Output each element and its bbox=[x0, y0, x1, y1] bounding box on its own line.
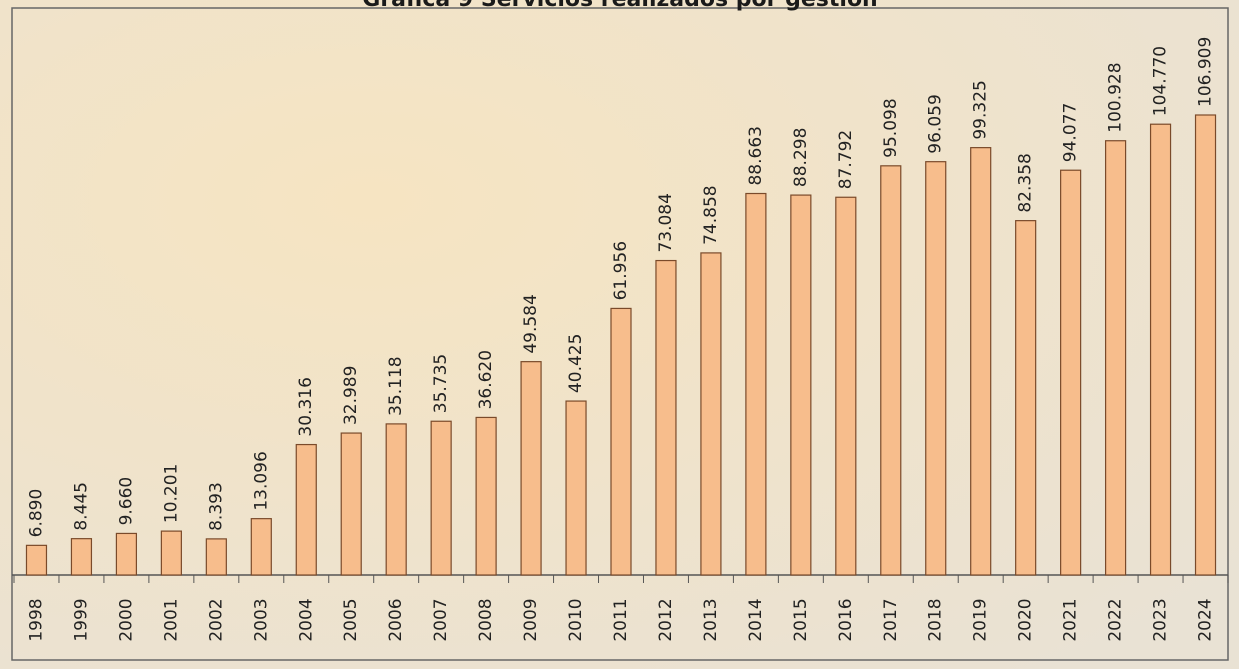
data-label: 87.792 bbox=[836, 130, 856, 189]
x-tick-label: 1998 bbox=[26, 598, 46, 641]
data-label: 35.118 bbox=[386, 356, 406, 415]
data-label: 36.620 bbox=[476, 350, 496, 409]
bar bbox=[385, 423, 407, 576]
x-tick-label: 2012 bbox=[656, 598, 676, 641]
x-tick-label: 2023 bbox=[1151, 598, 1171, 641]
bar bbox=[115, 532, 138, 576]
x-tick-label: 2010 bbox=[566, 598, 586, 641]
bar bbox=[790, 194, 812, 576]
frame bbox=[11, 7, 1229, 661]
bar bbox=[880, 165, 902, 576]
data-label: 8.393 bbox=[206, 482, 226, 531]
bar bbox=[970, 147, 992, 576]
x-tick-label: 2017 bbox=[881, 598, 901, 641]
data-label: 88.663 bbox=[746, 126, 766, 185]
data-label: 88.298 bbox=[791, 128, 811, 187]
data-label: 32.989 bbox=[341, 366, 361, 425]
data-label: 40.425 bbox=[566, 334, 586, 393]
x-tick-label: 2020 bbox=[1016, 598, 1036, 641]
x-tick-label: 2018 bbox=[926, 598, 946, 641]
bar bbox=[745, 192, 767, 576]
bar bbox=[430, 420, 452, 576]
bar bbox=[565, 400, 587, 576]
x-tick-label: 2005 bbox=[341, 598, 361, 641]
bar bbox=[340, 432, 362, 576]
bar bbox=[610, 307, 632, 576]
bar bbox=[25, 544, 48, 576]
x-tick-label: 1999 bbox=[71, 598, 91, 641]
x-tick-label: 2014 bbox=[746, 598, 766, 641]
bar bbox=[70, 538, 93, 576]
chart-title: Gráfica 9 Servicios realizados por gesti… bbox=[362, 0, 877, 12]
x-tick-label: 2008 bbox=[476, 598, 496, 641]
data-label: 61.956 bbox=[611, 241, 631, 300]
bar bbox=[520, 361, 542, 576]
data-label: 30.316 bbox=[296, 377, 316, 436]
bar bbox=[1149, 123, 1172, 576]
data-label: 82.358 bbox=[1016, 153, 1036, 212]
bar bbox=[700, 252, 722, 576]
bar bbox=[835, 196, 857, 576]
data-label: 8.445 bbox=[71, 482, 91, 531]
bar bbox=[925, 161, 947, 576]
bar bbox=[1194, 114, 1217, 576]
x-tick-label: 2019 bbox=[971, 598, 991, 641]
x-tick-label: 2015 bbox=[791, 598, 811, 641]
data-label: 6.890 bbox=[26, 489, 46, 538]
bar bbox=[205, 538, 227, 576]
x-tick-label: 2002 bbox=[206, 598, 226, 641]
x-tick-label: 2001 bbox=[161, 598, 181, 641]
data-label: 13.096 bbox=[251, 451, 271, 510]
data-label: 99.325 bbox=[971, 80, 991, 139]
x-tick-label: 2022 bbox=[1106, 598, 1126, 641]
bar bbox=[1104, 140, 1127, 576]
data-label: 73.084 bbox=[656, 193, 676, 252]
bar bbox=[655, 259, 677, 576]
bar bbox=[1015, 220, 1037, 576]
x-tick-label: 2000 bbox=[116, 598, 136, 641]
bar bbox=[160, 530, 182, 576]
x-tick-label: 2013 bbox=[701, 598, 721, 641]
bar bbox=[1060, 169, 1082, 576]
x-tick-label: 2006 bbox=[386, 598, 406, 641]
x-tick-label: 2007 bbox=[431, 598, 451, 641]
data-label: 74.858 bbox=[701, 185, 721, 244]
x-tick-label: 2004 bbox=[296, 598, 316, 641]
data-label: 96.059 bbox=[926, 94, 946, 153]
bar bbox=[475, 416, 497, 576]
x-tick-label: 2003 bbox=[251, 598, 271, 641]
data-label: 106.909 bbox=[1196, 37, 1216, 107]
x-tick-label: 2009 bbox=[521, 598, 541, 641]
data-label: 10.201 bbox=[161, 464, 181, 523]
data-label: 35.735 bbox=[431, 354, 451, 413]
data-label: 95.098 bbox=[881, 98, 901, 157]
data-label: 94.077 bbox=[1061, 103, 1081, 162]
bar bbox=[250, 518, 272, 576]
x-tick-label: 2011 bbox=[611, 598, 631, 641]
bar bbox=[295, 443, 317, 576]
data-label: 100.928 bbox=[1106, 62, 1126, 132]
x-tick-label: 2016 bbox=[836, 598, 856, 641]
data-label: 49.584 bbox=[521, 294, 541, 353]
x-tick-label: 2024 bbox=[1196, 598, 1216, 641]
data-label: 9.660 bbox=[116, 477, 136, 526]
data-label: 104.770 bbox=[1151, 46, 1171, 116]
x-tick-label: 2021 bbox=[1061, 598, 1081, 641]
